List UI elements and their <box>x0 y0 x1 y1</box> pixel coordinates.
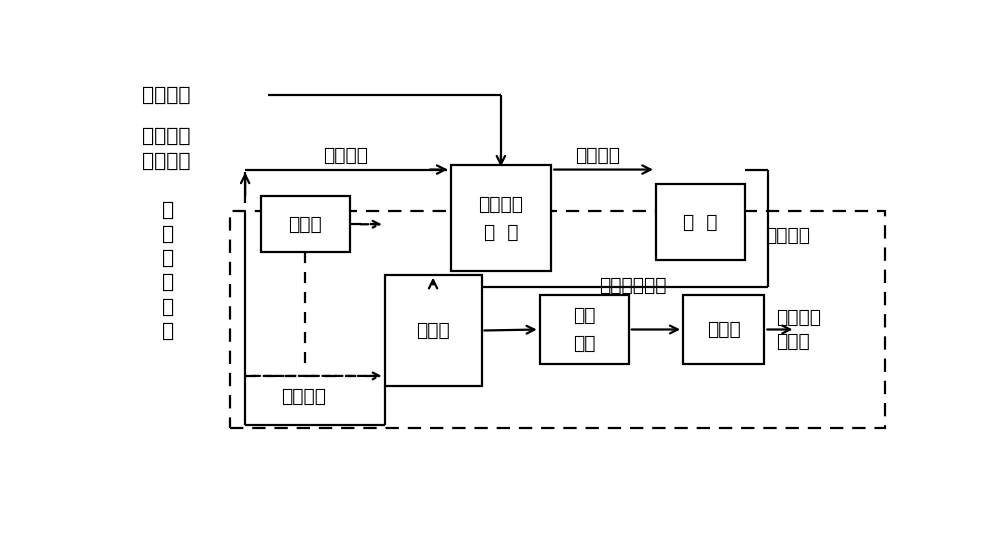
Text: 低压蒸汽: 低压蒸汽 <box>281 387 326 406</box>
Bar <box>261 196 350 252</box>
Text: 精制散湿
工业盐: 精制散湿 工业盐 <box>776 308 821 351</box>
Text: 离心机: 离心机 <box>707 320 741 339</box>
Text: 固液
分离: 固液 分离 <box>573 306 595 353</box>
Bar <box>385 275 482 386</box>
Text: 制
盐
工
序
废
水: 制 盐 工 序 废 水 <box>162 200 174 341</box>
Bar <box>540 295 629 363</box>
Text: 压缩机: 压缩机 <box>288 215 322 234</box>
Bar <box>683 295 764 363</box>
Text: 除  钙: 除 钙 <box>683 213 718 232</box>
Text: 精制低硝卤水: 精制低硝卤水 <box>599 276 666 295</box>
Bar <box>230 211 885 428</box>
Text: 制盐工序: 制盐工序 <box>765 226 810 245</box>
Text: 其他制盐
工序废水: 其他制盐 工序废水 <box>142 128 191 170</box>
Bar <box>656 184 745 260</box>
Text: 蒸发罐: 蒸发罐 <box>416 321 450 340</box>
Text: 氨碱废液: 氨碱废液 <box>142 86 191 105</box>
Text: 低硝卤水: 低硝卤水 <box>575 146 620 166</box>
Text: 制盐废水: 制盐废水 <box>323 146 368 166</box>
Bar <box>450 166 551 271</box>
Text: 井下岩盐
溶  腔: 井下岩盐 溶 腔 <box>478 195 523 242</box>
